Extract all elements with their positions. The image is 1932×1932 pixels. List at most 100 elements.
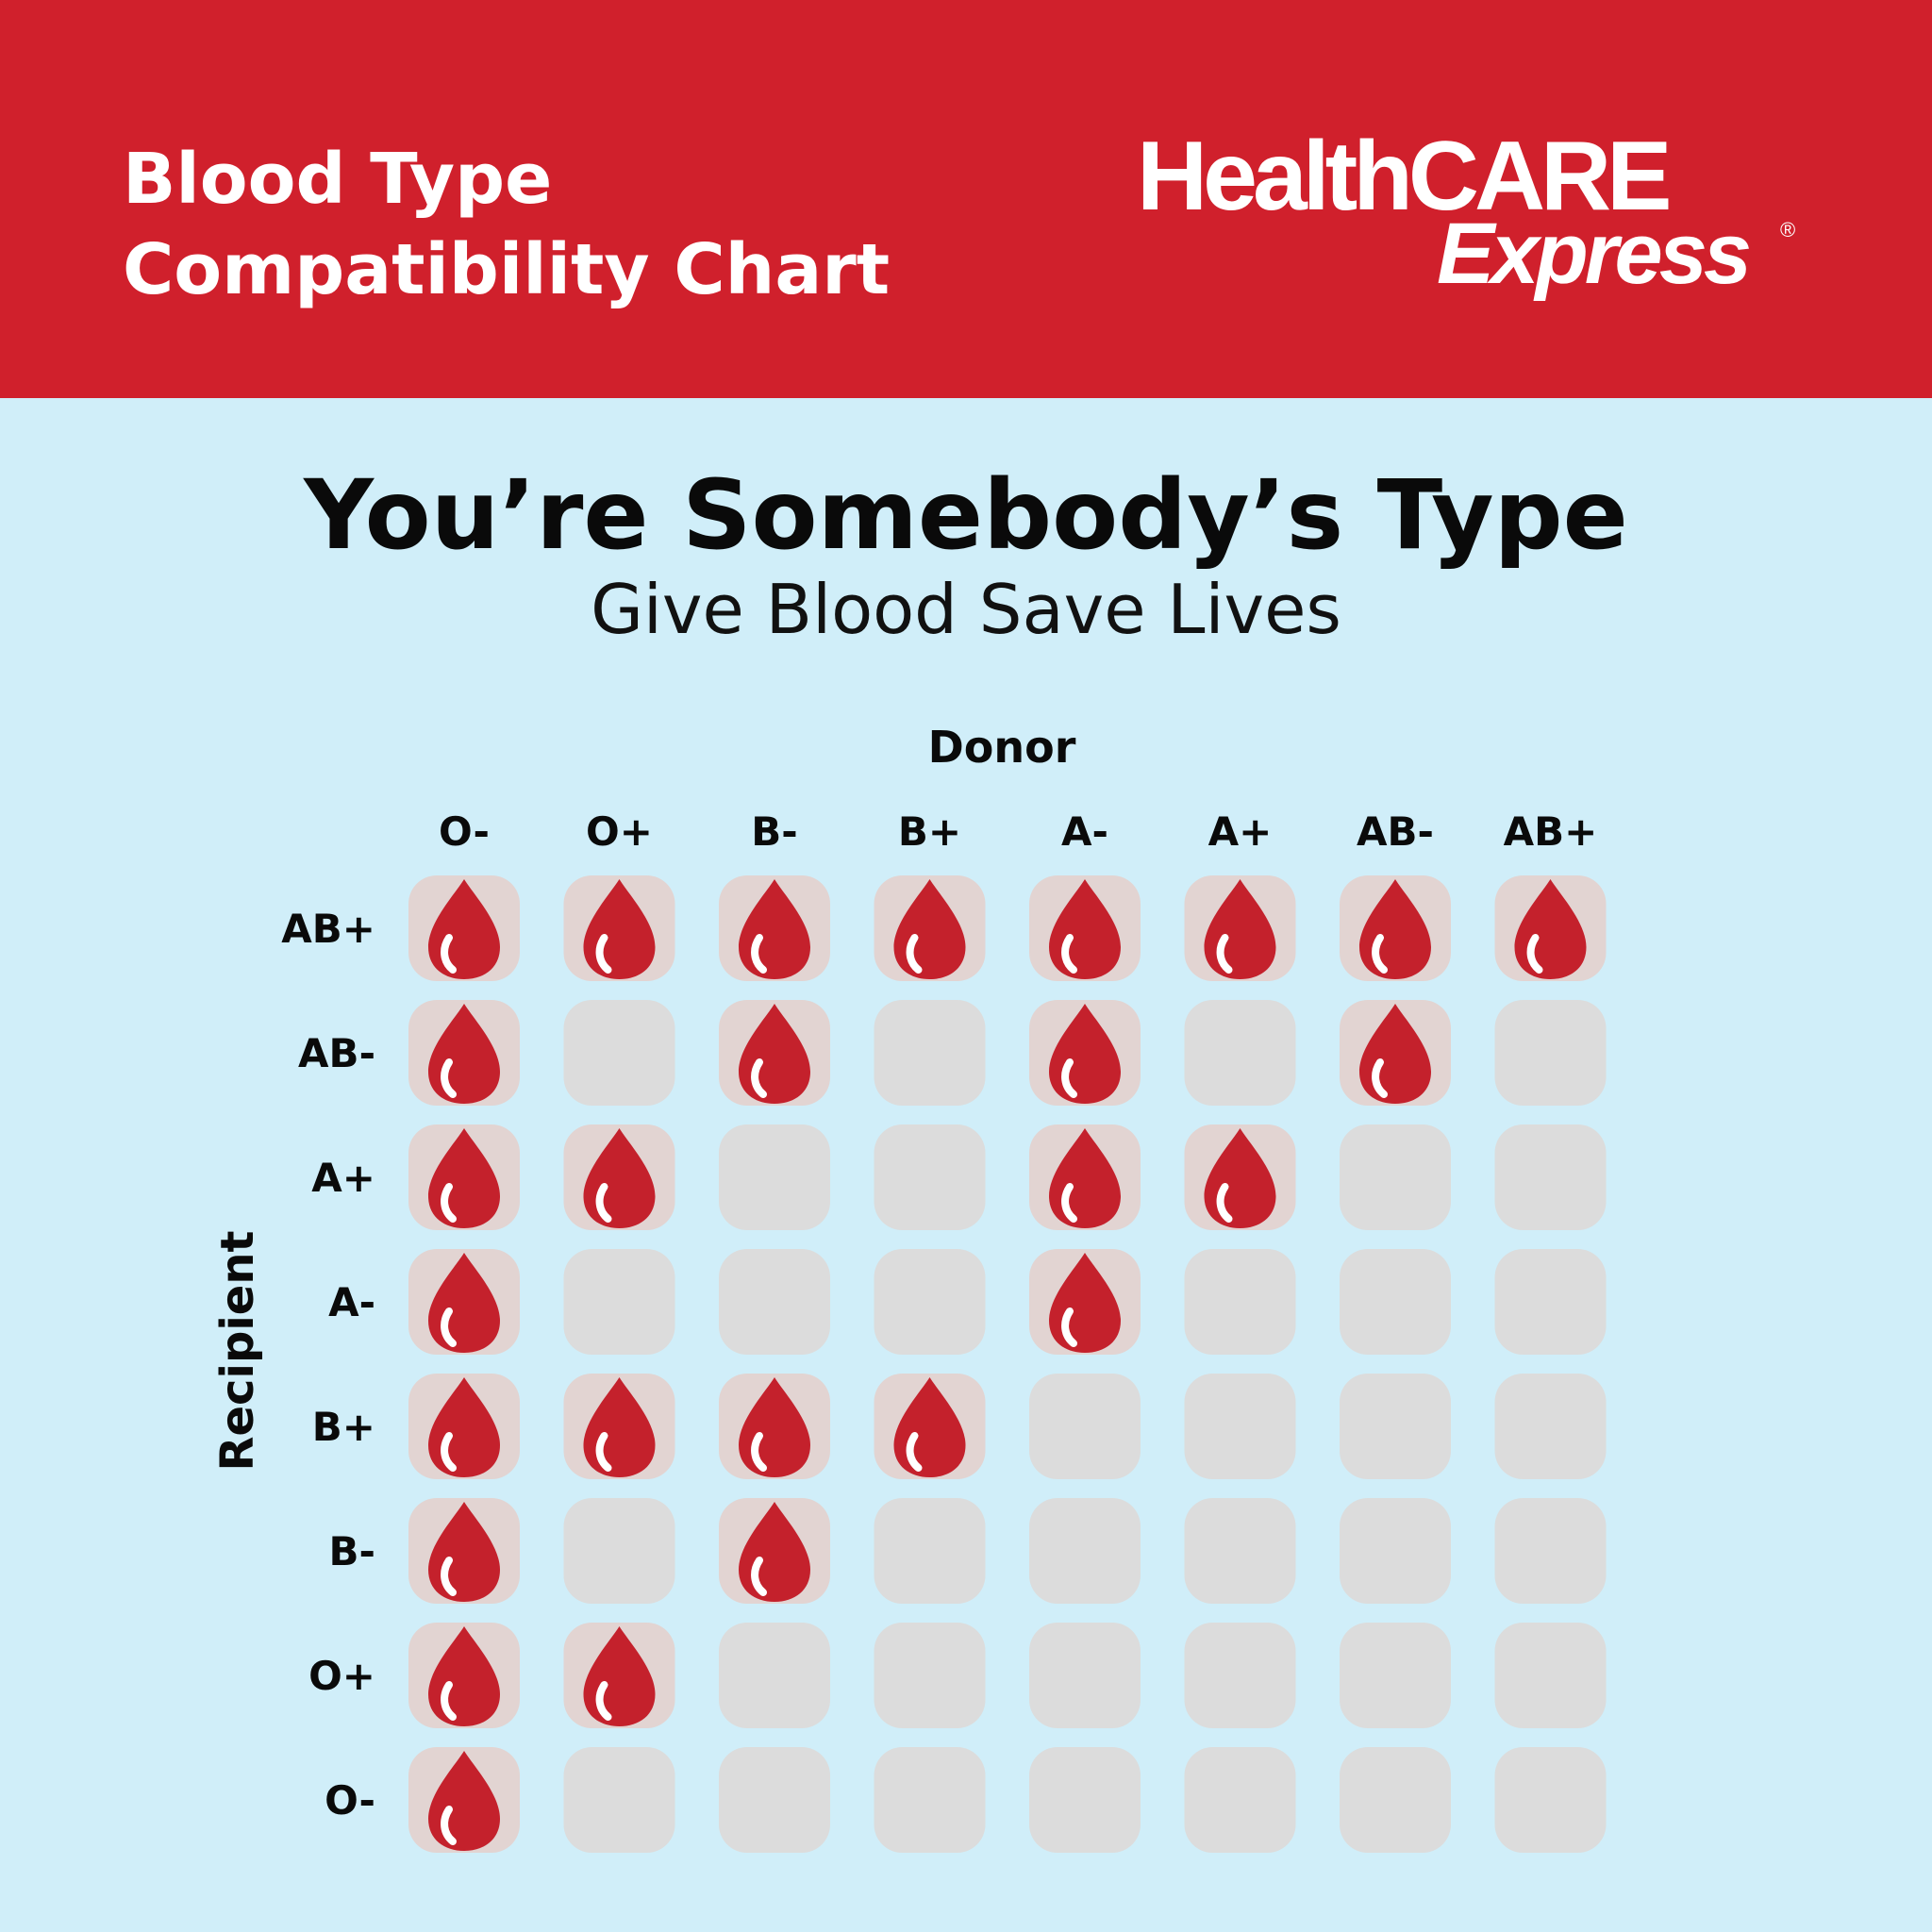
registered-mark: ® [1780, 218, 1796, 242]
brand-logo-line2: Express [1437, 206, 1752, 302]
header-title: Blood Type Compatibility Chart [123, 134, 890, 315]
blood-drop-icon [428, 1626, 500, 1726]
cell-a-pos-from-a-neg [1029, 1124, 1141, 1230]
cell-b-neg-from-b-pos [874, 1498, 986, 1604]
cell-b-neg-from-a-pos [1184, 1498, 1296, 1604]
cell-background [874, 1124, 986, 1230]
cell-background [874, 1000, 986, 1106]
blood-drop-icon [1049, 879, 1121, 979]
cell-b-neg-from-o-neg [408, 1498, 520, 1604]
blood-drop-icon [428, 1253, 500, 1353]
cell-a-neg-from-ab-neg [1340, 1249, 1451, 1355]
cell-background [1184, 1374, 1296, 1479]
cell-background [1184, 1747, 1296, 1853]
cell-background [874, 1623, 986, 1728]
cell-background [563, 1747, 675, 1853]
blood-drop-icon [1204, 879, 1276, 979]
cell-b-pos-from-ab-pos [1494, 1374, 1607, 1479]
cell-background [874, 1498, 986, 1604]
cell-background [563, 1498, 675, 1604]
blood-drop-icon [583, 1626, 656, 1726]
cell-o-pos-from-b-neg [719, 1623, 830, 1728]
cell-ab-pos-from-ab-neg [1340, 875, 1451, 981]
cell-ab-neg-from-ab-pos [1494, 1000, 1607, 1106]
cell-background [1184, 1498, 1296, 1604]
blood-drop-icon [893, 879, 966, 979]
cell-b-pos-from-o-pos [563, 1374, 675, 1479]
cell-background [1494, 1249, 1607, 1355]
blood-drop-icon [739, 1502, 810, 1602]
cell-b-pos-from-b-pos [874, 1374, 986, 1479]
blood-drop-icon [739, 1004, 810, 1104]
blood-drop-icon [739, 879, 810, 979]
brand-logo-line1: HealthCARE [1137, 122, 1673, 231]
brand-logo: HealthCARE Express ® [1137, 122, 1816, 301]
cell-b-neg-from-b-neg [719, 1498, 830, 1604]
cell-b-neg-from-o-pos [563, 1498, 675, 1604]
blood-drop-icon [583, 1128, 656, 1228]
donor-label-a-neg: A- [1061, 808, 1108, 855]
cell-ab-pos-from-b-neg [719, 875, 830, 981]
cell-a-pos-from-o-neg [408, 1124, 520, 1230]
cell-o-pos-from-ab-pos [1494, 1623, 1607, 1728]
recipient-label-b-neg: B- [329, 1528, 375, 1574]
cell-b-neg-from-a-neg [1029, 1498, 1141, 1604]
cell-a-pos-from-ab-neg [1340, 1124, 1451, 1230]
header-title-line1: Blood Type [123, 139, 553, 220]
cell-o-pos-from-o-pos [563, 1623, 675, 1728]
compatibility-grid [408, 875, 1607, 1853]
cell-background [1494, 1124, 1607, 1230]
cell-background [1340, 1124, 1451, 1230]
cell-b-pos-from-ab-neg [1340, 1374, 1451, 1479]
cell-ab-neg-from-a-pos [1184, 1000, 1296, 1106]
cell-ab-pos-from-a-pos [1184, 875, 1296, 981]
donor-label-o-neg: O- [439, 808, 490, 855]
cell-background [719, 1623, 830, 1728]
cell-background [874, 1747, 986, 1853]
cell-b-neg-from-ab-pos [1494, 1498, 1607, 1604]
recipient-label-a-pos: A+ [311, 1155, 375, 1201]
cell-a-pos-from-o-pos [563, 1124, 675, 1230]
cell-background [1340, 1623, 1451, 1728]
cell-a-neg-from-a-neg [1029, 1249, 1141, 1355]
blood-drop-icon [893, 1377, 966, 1477]
cell-b-pos-from-o-neg [408, 1374, 520, 1479]
blood-drop-icon [1359, 1004, 1431, 1104]
y-axis-label: Recipient [211, 1231, 264, 1472]
headline: You’re Somebody’s Type [304, 459, 1628, 572]
cell-a-neg-from-a-pos [1184, 1249, 1296, 1355]
cell-background [1494, 1498, 1607, 1604]
blood-drop-icon [428, 1004, 500, 1104]
subheadline: Give Blood Save Lives [591, 570, 1341, 649]
cell-b-pos-from-a-neg [1029, 1374, 1141, 1479]
cell-a-neg-from-o-pos [563, 1249, 675, 1355]
cell-background [874, 1249, 986, 1355]
cell-b-neg-from-ab-neg [1340, 1498, 1451, 1604]
blood-drop-icon [428, 1751, 500, 1851]
cell-o-neg-from-ab-neg [1340, 1747, 1451, 1853]
cell-o-pos-from-a-neg [1029, 1623, 1141, 1728]
cell-background [1494, 1747, 1607, 1853]
cell-ab-neg-from-o-neg [408, 1000, 520, 1106]
cell-b-pos-from-a-pos [1184, 1374, 1296, 1479]
cell-a-pos-from-ab-pos [1494, 1124, 1607, 1230]
cell-a-pos-from-b-neg [719, 1124, 830, 1230]
cell-background [1494, 1000, 1607, 1106]
blood-drop-icon [1204, 1128, 1276, 1228]
recipient-label-a-neg: A- [328, 1279, 375, 1325]
recipient-label-o-neg: O- [325, 1777, 375, 1824]
cell-background [1029, 1498, 1141, 1604]
cell-o-neg-from-a-neg [1029, 1747, 1141, 1853]
cell-background [1494, 1374, 1607, 1479]
donor-label-o-pos: O+ [586, 808, 653, 855]
cell-o-pos-from-a-pos [1184, 1623, 1296, 1728]
cell-ab-pos-from-o-neg [408, 875, 520, 981]
blood-drop-icon [583, 1377, 656, 1477]
donor-label-b-pos: B+ [898, 808, 961, 855]
header-title-line2: Compatibility Chart [123, 229, 891, 310]
cell-o-neg-from-o-neg [408, 1747, 520, 1853]
cell-background [1184, 1249, 1296, 1355]
cell-background [1029, 1374, 1141, 1479]
blood-drop-icon [1049, 1004, 1121, 1104]
row-labels: AB+ AB- A+ A- B+ B- O+ O- [281, 906, 375, 1824]
